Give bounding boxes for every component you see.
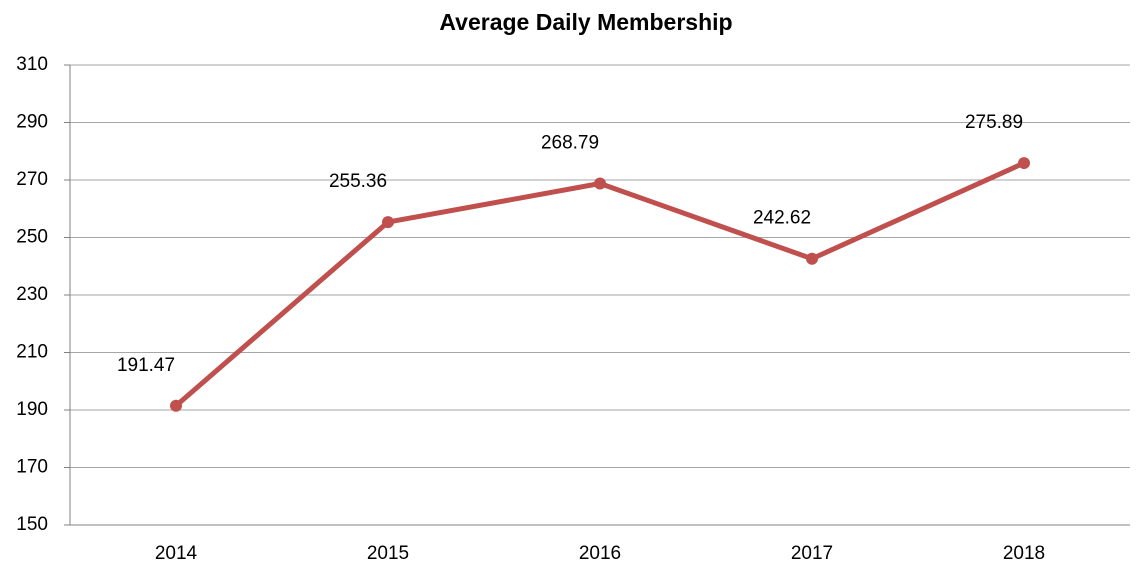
marker — [594, 177, 606, 190]
data-label: 275.89 — [965, 112, 1023, 133]
y-tick-label: 310 — [16, 54, 48, 75]
y-tick-label: 230 — [16, 284, 48, 305]
y-tick-label: 150 — [16, 514, 48, 535]
x-tick-label: 2015 — [367, 543, 409, 564]
chart-title: Average Daily Membership — [439, 9, 732, 35]
x-tick-label: 2017 — [791, 543, 833, 564]
y-tick-label: 190 — [16, 399, 48, 420]
y-tick-label: 250 — [16, 227, 48, 248]
data-label: 191.47 — [117, 355, 175, 376]
data-label: 242.62 — [753, 208, 811, 229]
line — [174, 160, 1026, 408]
y-tick-label: 290 — [16, 112, 48, 133]
marker — [382, 216, 394, 229]
y-tick-label: 170 — [16, 457, 48, 478]
y-tick-label: 210 — [16, 342, 48, 363]
marker — [806, 252, 818, 265]
marker — [1018, 157, 1030, 170]
y-tick-label: 270 — [16, 169, 48, 190]
data-label: 255.36 — [329, 171, 387, 192]
data-label: 268.79 — [541, 132, 599, 153]
x-tick-label: 2016 — [579, 543, 621, 564]
marker — [170, 399, 182, 412]
x-tick-label: 2018 — [1003, 543, 1045, 564]
x-tick-label: 2014 — [155, 543, 198, 564]
